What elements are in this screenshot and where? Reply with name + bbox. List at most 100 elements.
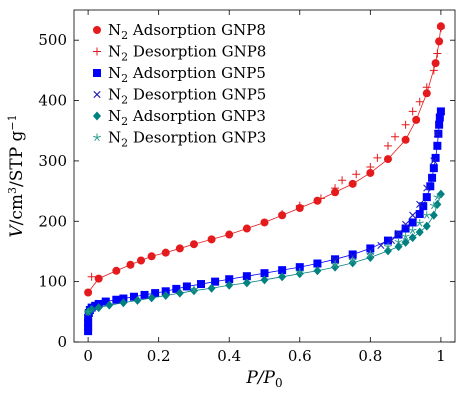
data-point (331, 256, 339, 265)
data-point (331, 188, 340, 197)
data-point (377, 241, 385, 250)
data-point (433, 130, 441, 138)
data-point (313, 259, 322, 268)
data-point (383, 246, 392, 256)
data-point (436, 24, 445, 33)
legend-label: N2 Adsorption GNP3 (108, 107, 266, 128)
data-point (401, 237, 410, 247)
data-point (316, 194, 325, 203)
data-point (394, 229, 403, 237)
data-point (408, 226, 417, 234)
data-point (422, 221, 431, 231)
x-axis-title: P/P0 (245, 368, 282, 390)
data-point (394, 230, 403, 239)
legend-marker (93, 69, 101, 77)
data-point (225, 230, 234, 239)
data-point (348, 179, 357, 188)
data-point (436, 107, 445, 116)
legend-entry: N2 Desorption GNP5 (93, 86, 266, 107)
data-point (401, 135, 410, 144)
axes: 0 0.2 0.4 0.6 0.8 1 0 100 200 300 400 500 P/P0 V/cm3/… (6, 9, 456, 390)
data-point (295, 263, 304, 272)
x-tick-label: 0.2 (147, 347, 171, 365)
data-point (408, 233, 417, 243)
data-point (394, 242, 403, 252)
legend-marker (93, 111, 101, 121)
data-point (331, 262, 340, 272)
data-point (225, 275, 234, 284)
data-point (431, 153, 440, 162)
data-point (422, 83, 431, 92)
data-point (295, 201, 304, 210)
data-point (197, 280, 205, 289)
y-tick-label: 100 (38, 273, 67, 291)
data-point (94, 274, 103, 283)
data-point (112, 266, 121, 275)
y-tick-label: 0 (57, 333, 67, 351)
x-tick-label: 0.6 (288, 347, 312, 365)
legend-marker (93, 133, 101, 142)
data-point (419, 202, 428, 211)
data-point (84, 313, 93, 322)
x-tick-label: 0 (83, 347, 93, 365)
data-point (133, 295, 142, 305)
data-point (435, 113, 444, 122)
data-point (189, 285, 198, 294)
legend-entry: N2 Adsorption GNP3 (93, 107, 266, 128)
legend-label: N2 Adsorption GNP8 (108, 21, 266, 42)
data-point (84, 288, 93, 297)
data-point (331, 255, 340, 264)
data-point (101, 297, 110, 306)
data-point (383, 141, 392, 150)
y-tick-label: 400 (38, 92, 67, 110)
data-point (207, 283, 216, 293)
legend-entry: N2 Adsorption GNP5 (93, 64, 266, 85)
data-point (401, 224, 410, 233)
data-point (430, 157, 438, 165)
data-point (278, 210, 287, 219)
data-point (383, 155, 392, 164)
data-point (408, 218, 417, 227)
data-point (352, 170, 361, 179)
data-point (105, 300, 114, 310)
data-point (422, 89, 431, 98)
series-6 (84, 193, 442, 316)
data-point (242, 272, 251, 281)
data-point (189, 240, 198, 249)
data-point (429, 164, 438, 173)
legend-label: N2 Desorption GNP8 (108, 43, 266, 64)
data-point (260, 269, 269, 278)
data-point (161, 248, 170, 257)
data-point (129, 292, 138, 301)
data-point (408, 107, 417, 116)
data-point (140, 290, 149, 299)
data-point (428, 173, 437, 182)
data-point (373, 153, 382, 162)
data-point (260, 218, 269, 227)
data-point (147, 252, 156, 261)
data-point (84, 318, 93, 327)
data-point (225, 280, 234, 290)
data-point (84, 327, 93, 336)
x-tick-label: 1 (436, 347, 446, 365)
data-point (175, 288, 184, 298)
data-point (433, 193, 442, 201)
legend-marker (93, 47, 101, 56)
y-tick-label: 200 (38, 212, 67, 230)
data-point (137, 256, 146, 265)
data-point (366, 168, 375, 177)
plot-frame (73, 9, 456, 343)
data-point (242, 278, 251, 288)
data-point (422, 193, 431, 202)
data-point (366, 244, 375, 253)
series-5 (84, 189, 445, 317)
data-point (119, 298, 128, 308)
data-point (415, 210, 424, 219)
data-point (431, 59, 440, 68)
legend-label: N2 Adsorption GNP5 (108, 64, 266, 85)
data-point (151, 289, 160, 298)
data-point (112, 295, 121, 304)
data-point (161, 291, 170, 301)
